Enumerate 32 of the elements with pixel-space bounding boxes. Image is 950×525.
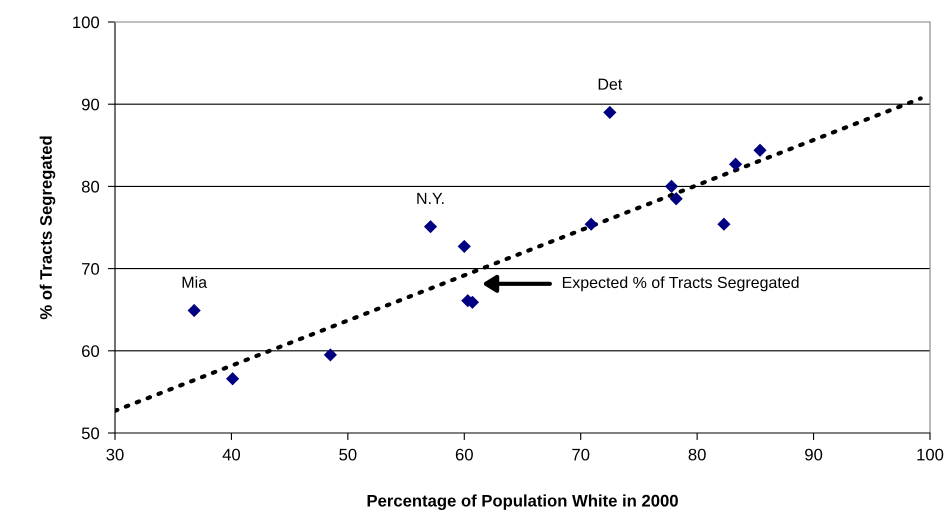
y-tick-label: 90 [82,98,100,110]
y-tick-label: 80 [82,180,100,193]
y-tick-label: 50 [82,427,100,440]
x-tick-label: 30 [106,448,124,461]
point [226,372,240,386]
y-axis-title: % of Tracts Segregated [40,136,56,320]
x-tick-label: 40 [222,448,240,461]
point [664,180,678,193]
x-tick-label: 70 [572,448,590,461]
y-tick-label: 60 [82,345,100,358]
x-tick-label: 60 [456,448,473,461]
point [424,220,438,234]
annotation: N.Y. [417,192,444,204]
point [670,192,683,206]
annotation: Det [598,78,622,90]
point [188,304,201,318]
x-tick-label: 50 [339,448,356,461]
y-tick-label: 100 [73,16,100,28]
point [753,144,767,157]
y-tick-label: 70 [82,263,100,275]
point [458,240,471,253]
x-tick-label: 100 [917,448,944,461]
point [728,158,742,171]
annotation: Expected % of Tracts Segregated [562,276,799,292]
point [584,218,598,231]
x-axis-title: Percentage of Population White in 2000 [368,494,678,510]
annotation: Mia [182,276,208,288]
x-tick-label: 90 [805,448,822,461]
point [717,218,731,231]
x-tick-label: 80 [688,448,706,461]
point [603,106,616,120]
point [324,348,337,362]
